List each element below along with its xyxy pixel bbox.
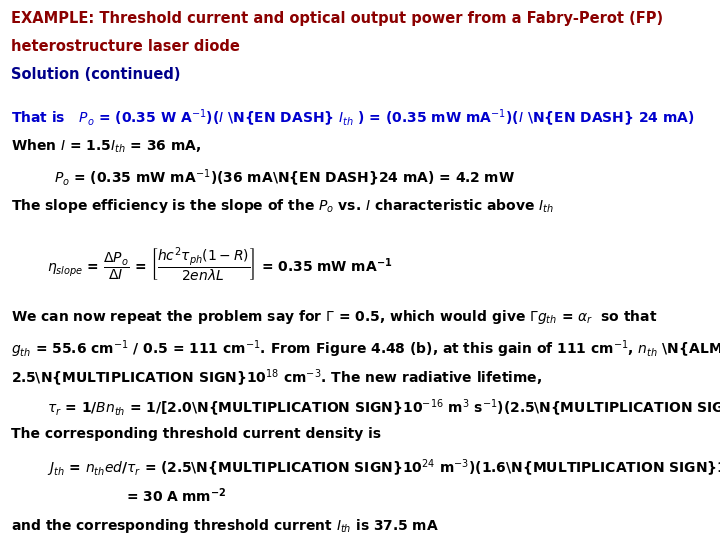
Text: 2.5\N{MULTIPLICATION SIGN}10$^{18}$ cm$^{-3}$. The new radiative lifetime,: 2.5\N{MULTIPLICATION SIGN}10$^{18}$ cm$^…	[11, 368, 542, 389]
Text: $\mathit{P_o}$ = (0.35 mW mA$^{-1}$)(36 mA\N{EN DASH}24 mA) = $\mathbf{4.2\ mW}$: $\mathit{P_o}$ = (0.35 mW mA$^{-1}$)(36 …	[54, 167, 515, 188]
Text: $\mathit{J}_{th}$ = $\mathit{n}_{th}$$\mathit{e}$$\mathit{d}$/$\tau_r$ = (2.5\N{: $\mathit{J}_{th}$ = $\mathit{n}_{th}$$\m…	[47, 457, 720, 479]
Text: = $\mathbf{30\ A\ mm^{-2}}$: = $\mathbf{30\ A\ mm^{-2}}$	[126, 487, 227, 505]
Text: That is   $\mathit{P_o}$ = (0.35 W A$^{-1}$)($\mathit{I}$ \N{EN DASH} $\mathit{I: That is $\mathit{P_o}$ = (0.35 W A$^{-1}…	[11, 108, 694, 129]
Text: $\eta_{slope}$ = $\dfrac{\Delta \mathit{P_o}}{\Delta \mathit{I}}$ = $\left[\dfra: $\eta_{slope}$ = $\dfrac{\Delta \mathit{…	[47, 246, 392, 284]
Text: When $\mathit{I}$ = 1.5$\mathit{I}_{th}$ = 36 mA,: When $\mathit{I}$ = 1.5$\mathit{I}_{th}$…	[11, 138, 201, 155]
Text: $\tau_r$ = 1/$\mathit{B}\mathit{n}_{th}$ = 1/[2.0\N{MULTIPLICATION SIGN}10$^{-16: $\tau_r$ = 1/$\mathit{B}\mathit{n}_{th}$…	[47, 397, 720, 418]
Text: $\mathit{g}_{th}$ = 55.6 cm$^{-1}$ / 0.5 = 111 cm$^{-1}$. From Figure 4.48 (b), : $\mathit{g}_{th}$ = 55.6 cm$^{-1}$ / 0.5…	[11, 338, 720, 360]
Text: The corresponding threshold current density is: The corresponding threshold current dens…	[11, 427, 381, 441]
Text: EXAMPLE: Threshold current and optical output power from a Fabry-Perot (FP): EXAMPLE: Threshold current and optical o…	[11, 11, 663, 26]
Text: We can now repeat the problem say for $\Gamma$ = 0.5, which would give $\Gamma \: We can now repeat the problem say for $\…	[11, 308, 657, 326]
Text: heterostructure laser diode: heterostructure laser diode	[11, 39, 240, 54]
Text: Solution (continued): Solution (continued)	[11, 67, 180, 82]
Text: and the corresponding threshold current $\mathit{I}_{th}$ is $\mathbf{37.5\ mA}$: and the corresponding threshold current …	[11, 517, 438, 535]
Text: The slope efficiency is the slope of the $\mathit{P_o}$ vs. $\mathit{I}$ charact: The slope efficiency is the slope of the…	[11, 197, 554, 215]
